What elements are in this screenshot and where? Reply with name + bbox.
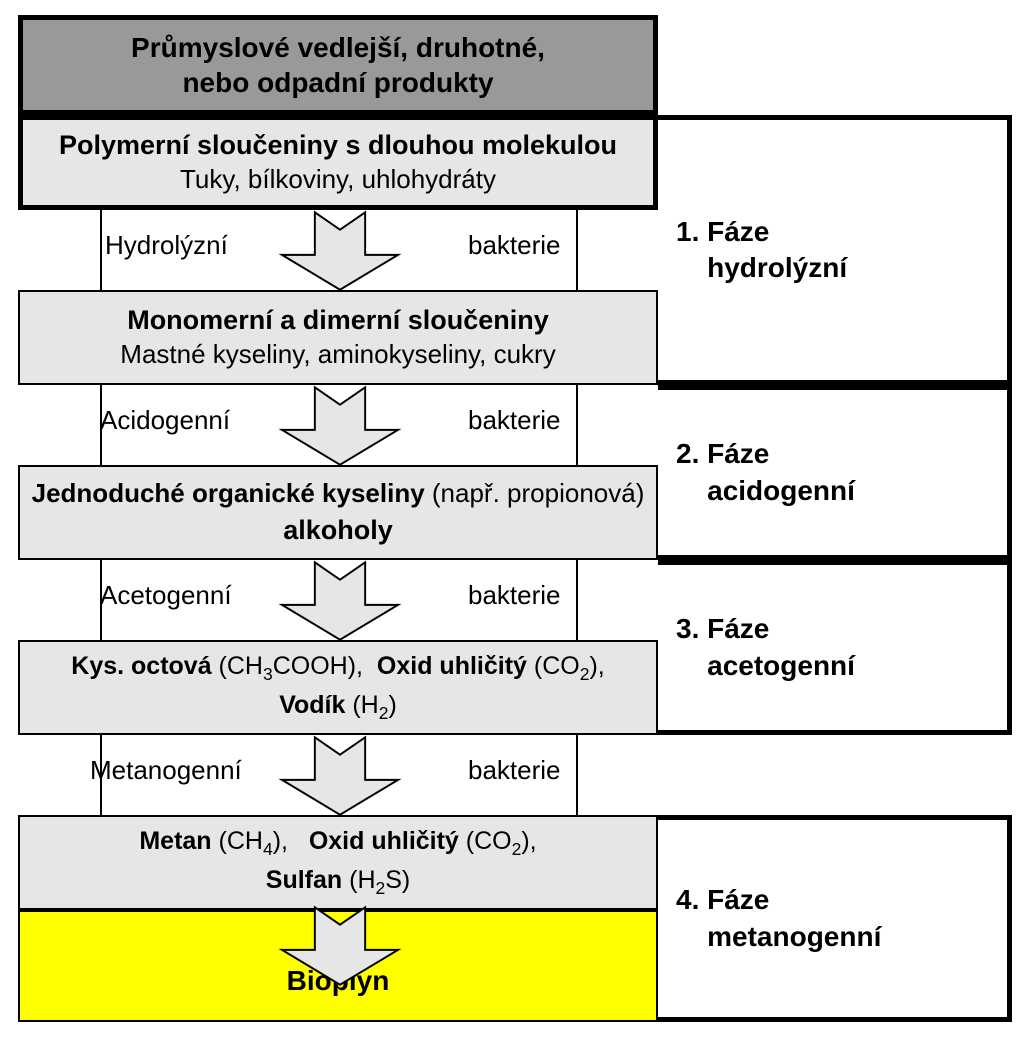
phase-line: metanogenní	[676, 919, 881, 955]
box-line: Mastné kyseliny, aminokyseliny, cukry	[120, 338, 555, 371]
phase-line: 3. Fáze	[676, 611, 769, 647]
connector-line	[576, 560, 578, 640]
arrow-label-right: bakterie	[468, 580, 561, 611]
connector-line	[576, 210, 578, 290]
box-line: Polymerní sloučeniny s dlouhou molekulou	[59, 129, 617, 163]
box-polymer: Polymerní sloučeniny s dlouhou molekulou…	[18, 115, 658, 210]
box-line: Monomerní a dimerní sloučeniny	[127, 304, 549, 338]
phase-line: acidogenní	[676, 473, 855, 509]
connector-line	[576, 735, 578, 815]
box-methane: Metan (CH4), Oxid uhličitý (CO2),Sulfan …	[18, 815, 658, 910]
phase-line: 4. Fáze	[676, 882, 769, 918]
phase-line: 2. Fáze	[676, 436, 769, 472]
phase-phase1: 1. Fáze hydrolýzní	[658, 115, 1012, 385]
arrow-arrow5	[280, 905, 400, 992]
connector-line	[576, 385, 578, 465]
connector-line	[100, 210, 102, 290]
phase-phase2: 2. Fáze acidogenní	[658, 385, 1012, 560]
box-line: Průmyslové vedlejší, druhotné,	[131, 30, 545, 65]
phase-phase4: 4. Fáze metanogenní	[658, 815, 1012, 1022]
arrow-label-left: Metanogenní	[90, 755, 242, 786]
arrow-label-left: Acetogenní	[100, 580, 232, 611]
phase-line: 1. Fáze	[676, 214, 769, 250]
box-monomer: Monomerní a dimerní sloučeninyMastné kys…	[18, 290, 658, 385]
phase-phase3: 3. Fáze acetogenní	[658, 560, 1012, 735]
arrow-label-left: Acidogenní	[100, 405, 230, 436]
arrow-label-right: bakterie	[468, 230, 561, 261]
arrow-label-right: bakterie	[468, 755, 561, 786]
diagram-canvas: Průmyslové vedlejší, druhotné,nebo odpad…	[0, 0, 1024, 1039]
box-header: Průmyslové vedlejší, druhotné,nebo odpad…	[18, 15, 658, 115]
arrow-label-right: bakterie	[468, 405, 561, 436]
arrow-arrow2	[280, 385, 400, 472]
box-line: nebo odpadní produkty	[182, 65, 493, 100]
box-simple_acids: Jednoduché organické kyseliny (např. pro…	[18, 465, 658, 560]
box-line: Tuky, bílkoviny, uhlohydráty	[180, 163, 496, 196]
phase-line: acetogenní	[676, 648, 855, 684]
arrow-arrow1	[280, 210, 400, 297]
phase-line: hydrolýzní	[676, 250, 847, 286]
arrow-label-left: Hydrolýzní	[105, 230, 228, 261]
box-acetic: Kys. octová (CH3COOH), Oxid uhličitý (CO…	[18, 640, 658, 735]
arrow-arrow3	[280, 560, 400, 647]
arrow-arrow4	[280, 735, 400, 822]
